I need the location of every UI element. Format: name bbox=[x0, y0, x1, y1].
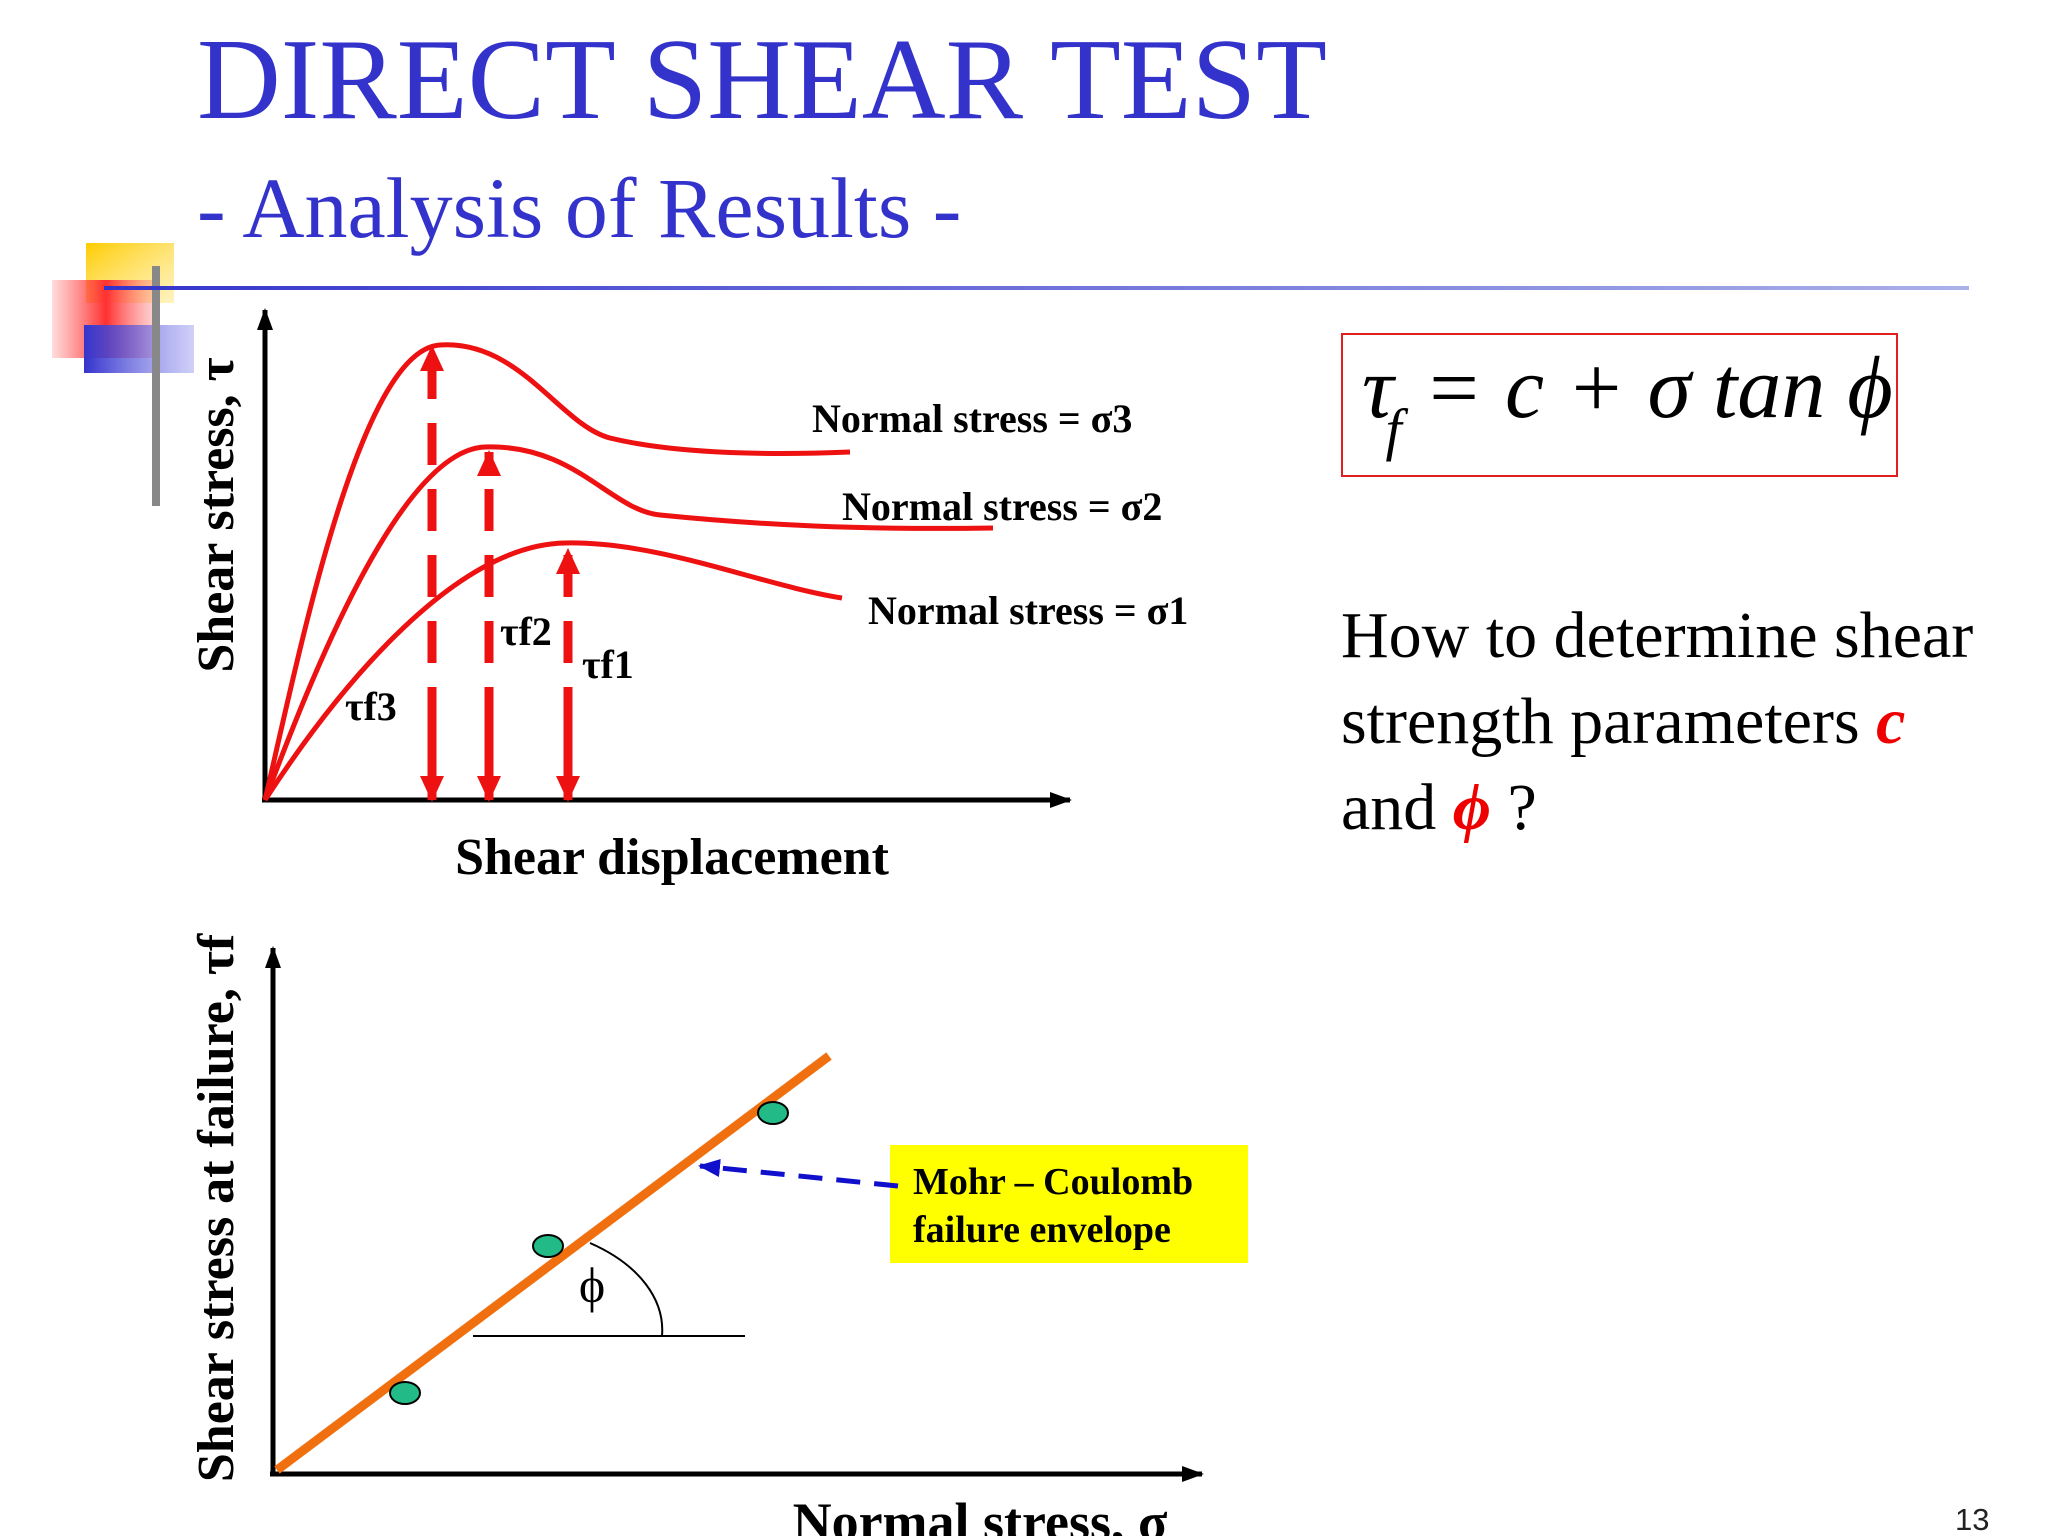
title-underline bbox=[104, 286, 1969, 290]
deco-gray-bar bbox=[152, 266, 160, 506]
equation: τf = c + σ tan ϕ bbox=[1362, 345, 1893, 459]
equation-lhs-sub: f bbox=[1385, 397, 1402, 462]
equation-box bbox=[1341, 333, 1898, 477]
question-text: How to determine shear strength paramete… bbox=[1341, 593, 2031, 851]
question-line-3: and ϕ ? bbox=[1341, 765, 2031, 851]
question-mark: ? bbox=[1491, 771, 1537, 844]
lower-y-label: Shear stress at failure, τf bbox=[188, 933, 245, 1482]
question-line-1: How to determine shear bbox=[1341, 599, 1974, 672]
series-label-1: Normal stress = σ1 bbox=[868, 588, 1188, 633]
callout-line-1: Mohr – Coulomb bbox=[913, 1161, 1193, 1203]
page-number: 13 bbox=[1955, 1502, 1990, 1537]
series-label-2: Normal stress = σ2 bbox=[842, 484, 1162, 529]
test-point-3 bbox=[757, 1101, 789, 1125]
equation-rhs: = c + σ tan ϕ bbox=[1423, 340, 1893, 437]
param-phi: ϕ bbox=[1452, 771, 1491, 844]
question-line-3-text: and bbox=[1341, 771, 1453, 844]
question-line-2: strength parameters c bbox=[1341, 679, 2031, 765]
angle-arc bbox=[589, 1242, 664, 1337]
callout-arrow bbox=[698, 1159, 899, 1189]
series-label-3: Normal stress = σ3 bbox=[812, 396, 1132, 441]
upper-y-label: Shear stress, τ bbox=[188, 357, 245, 672]
upper-chart: Normal stress = σ3 Normal stress = σ2 No… bbox=[188, 308, 1188, 886]
angle-phi-label: ϕ bbox=[579, 1257, 605, 1313]
peak-label-1: τf1 bbox=[582, 642, 634, 687]
equation-lhs: τ bbox=[1362, 340, 1394, 437]
test-point-2 bbox=[532, 1234, 564, 1258]
curve-sigma2 bbox=[262, 444, 994, 801]
curve-sigma1 bbox=[262, 540, 843, 802]
peak-label-3: τf3 bbox=[345, 684, 397, 729]
slide-title: DIRECT SHEAR TEST bbox=[197, 16, 1328, 144]
test-point-1 bbox=[389, 1381, 421, 1405]
lower-x-label: Normal stress, σ bbox=[793, 1492, 1168, 1536]
deco-blue-block bbox=[84, 325, 194, 373]
failure-envelope-line bbox=[274, 1052, 832, 1474]
lower-chart: ϕ Mohr – Coulomb failure envelope Normal… bbox=[188, 933, 1248, 1536]
curve-sigma3 bbox=[262, 342, 851, 801]
slide-subtitle: - Analysis of Results - bbox=[197, 160, 962, 256]
param-c: c bbox=[1876, 685, 1906, 758]
question-line-2-text: strength parameters bbox=[1341, 685, 1877, 758]
callout-box bbox=[890, 1145, 1248, 1263]
peak-label-2: τf2 bbox=[500, 609, 552, 654]
callout-line-2: failure envelope bbox=[913, 1209, 1171, 1251]
upper-x-label: Shear displacement bbox=[455, 829, 890, 886]
